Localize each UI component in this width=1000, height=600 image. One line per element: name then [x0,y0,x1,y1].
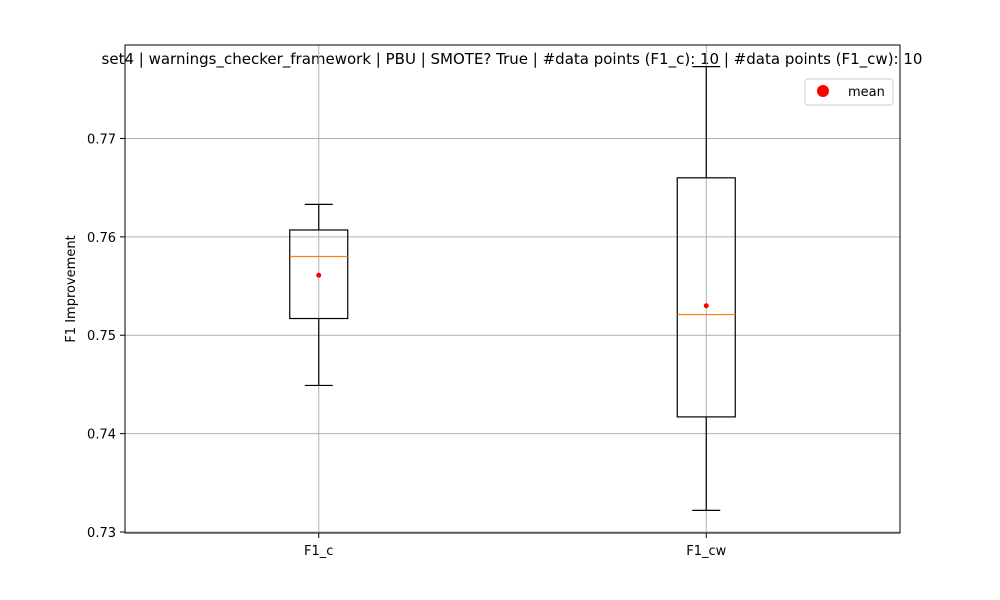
box-F1_c [289,203,349,387]
grid-lines [125,45,900,533]
legend-mean-label: mean [848,85,885,100]
legend: mean [804,78,894,106]
x-ticks: F1_c F1_cw [304,533,727,559]
x-tick-label: F1_cw [686,544,726,559]
iqr-box [676,177,736,418]
y-tick-label: 0.74 [87,428,116,443]
y-tick-label: 0.73 [87,526,116,541]
y-ticks: 0.73 0.74 0.75 0.76 0.77 [87,132,125,541]
legend-mean-marker [817,85,829,97]
iqr-box [289,229,349,320]
y-tick-label: 0.77 [87,132,116,147]
axes-frame [124,44,901,534]
x-tick-label: F1_c [304,544,333,559]
mean-marker [316,272,322,278]
chart-title: set4 | warnings_checker_framework | PBU … [102,50,923,69]
y-axis-label: F1 Improvement [64,235,79,342]
y-tick-label: 0.76 [87,231,116,246]
mean-marker [703,303,709,309]
boxes [289,66,736,511]
box-F1_cw [676,66,736,511]
legend-frame [804,78,894,106]
y-tick-label: 0.75 [87,329,116,344]
